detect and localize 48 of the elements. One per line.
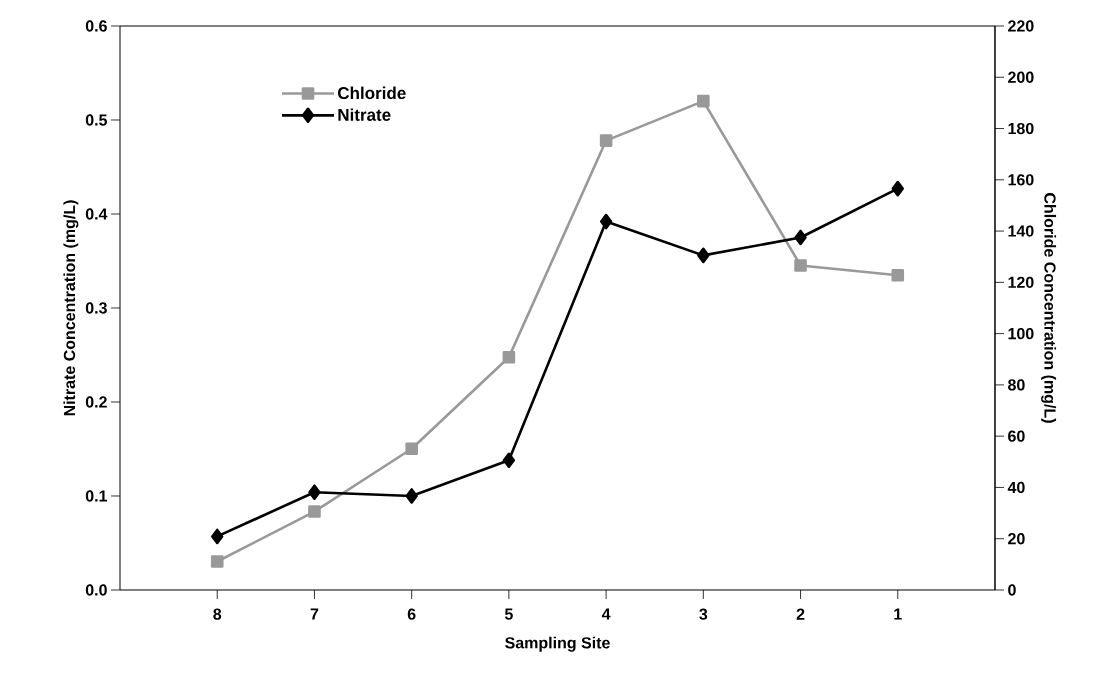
y2-tick-label: 180: [1008, 122, 1034, 135]
y2-tick-label: 100: [1008, 327, 1034, 340]
point: [599, 213, 613, 230]
y2-tick-label: 200: [1008, 71, 1034, 83]
x-tick-label: 8: [213, 608, 222, 620]
legend-label: Chloride: [337, 86, 406, 100]
x-tick-label: 7: [310, 608, 319, 620]
y2-tick-label: 0: [1008, 584, 1016, 596]
y2-tick-label: 140: [1008, 225, 1034, 237]
y-tick-label: 0.5: [85, 114, 108, 126]
legend-label: Nitrate: [338, 108, 391, 121]
y2-tick-label: 60: [1008, 430, 1025, 442]
y2-tick-label: 20: [1008, 533, 1025, 545]
x-tick-label: 4: [601, 608, 611, 620]
point: [697, 247, 710, 264]
y2-axis-title: Chloride Concentration (mg/L): [1041, 193, 1057, 423]
y2-tick-label: 160: [1008, 174, 1034, 186]
y-tick-label: 0.1: [85, 490, 108, 502]
y-axis-title: Nitrate Concentration (mg/L): [63, 200, 79, 416]
y-tick-label: 0.6: [85, 20, 107, 32]
y-tick-label: 0.0: [85, 584, 107, 596]
y-tick-label: 0.4: [85, 208, 108, 220]
point: [502, 452, 516, 469]
y-tick-label: 0.3: [85, 302, 107, 314]
point: [405, 442, 418, 456]
x-tick-label: 1: [894, 608, 902, 620]
y2-tick-label: 120: [1008, 276, 1034, 289]
point: [211, 528, 224, 545]
x-tick-label: 5: [504, 608, 513, 620]
point: [891, 268, 905, 282]
x-tick-label: 2: [796, 608, 805, 620]
point: [405, 488, 418, 504]
point: [891, 180, 904, 197]
y2-tick-label: 80: [1008, 379, 1025, 391]
point: [210, 555, 224, 568]
x-tick-label: 3: [699, 608, 708, 620]
point: [697, 94, 710, 108]
point: [599, 134, 613, 147]
point: [794, 229, 807, 246]
point: [308, 505, 321, 518]
point: [794, 259, 807, 272]
x-axis-title: Sampling Site: [505, 636, 610, 652]
y2-tick-label: 40: [1007, 481, 1025, 494]
y2-tick-label: 220: [1008, 20, 1034, 32]
point: [308, 484, 321, 501]
x-tick-label: 6: [407, 608, 416, 620]
point: [502, 350, 516, 364]
y-tick-label: 0.2: [85, 396, 107, 408]
